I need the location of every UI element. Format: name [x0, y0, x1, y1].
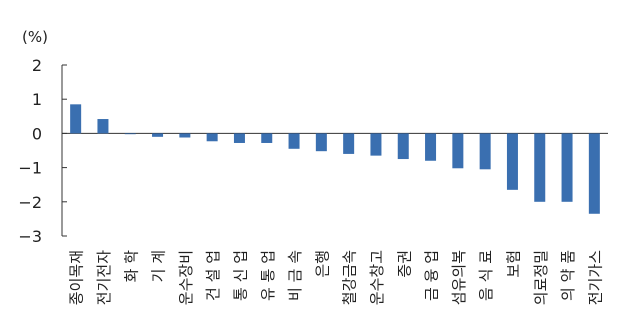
- category-label: 기 계: [150, 250, 168, 282]
- y-unit-label: (%): [22, 28, 48, 46]
- bar: [233, 133, 245, 143]
- category-label: 운수창고: [368, 250, 386, 305]
- bar: [452, 133, 464, 169]
- y-tick-label: 2: [32, 56, 42, 75]
- category-label: 음 식 료: [477, 250, 495, 301]
- y-tick-label: −1: [18, 159, 42, 178]
- category-label: 건 설 업: [204, 250, 222, 301]
- y-tick-label: 1: [32, 90, 42, 109]
- category-label: 운수장비: [177, 250, 195, 305]
- category-label: 섬유의복: [450, 250, 468, 305]
- bar: [370, 133, 382, 156]
- category-labels: 종이목재 전기전자 화 학 기 계 운수장비 건 설 업 통 신 업 유 통 업 비 금 속 은행…: [68, 250, 605, 305]
- category-label: 금 융 업: [423, 250, 441, 301]
- bar: [397, 133, 409, 160]
- y-tick-label: −2: [18, 193, 42, 212]
- bar: [479, 133, 491, 170]
- category-label: 전기가스: [586, 250, 604, 305]
- y-axis: 2 1 0 −1 −2 −3: [18, 56, 608, 246]
- category-label: 의 약 품: [559, 250, 577, 301]
- bar: [206, 133, 218, 142]
- category-label: 종이목재: [68, 250, 86, 305]
- bar: [124, 133, 136, 135]
- category-label: 보험: [504, 250, 522, 278]
- category-label: 화 학: [122, 250, 140, 283]
- bar: [506, 133, 518, 190]
- bar: [152, 133, 164, 137]
- category-label: 유 통 업: [259, 250, 277, 301]
- category-label: 의료정밀: [532, 250, 550, 305]
- bars: [70, 104, 600, 214]
- bar: [261, 133, 273, 143]
- bar: [588, 133, 600, 214]
- bar: [70, 104, 82, 134]
- bar: [425, 133, 437, 161]
- category-label: 철강금속: [341, 250, 359, 305]
- category-label: 비 금 속: [286, 250, 304, 301]
- bar: [315, 133, 327, 152]
- y-tick-label: 0: [32, 124, 42, 143]
- category-label: 전기전자: [95, 250, 113, 305]
- category-label: 은행: [313, 250, 331, 278]
- bar: [288, 133, 300, 149]
- bar: [97, 119, 109, 134]
- bar: [343, 133, 355, 154]
- bar: [534, 133, 546, 202]
- category-label: 증권: [395, 250, 413, 278]
- category-label: 통 신 업: [231, 250, 249, 301]
- bar: [561, 133, 573, 202]
- y-tick-label: −3: [18, 227, 42, 246]
- bar: [179, 133, 191, 138]
